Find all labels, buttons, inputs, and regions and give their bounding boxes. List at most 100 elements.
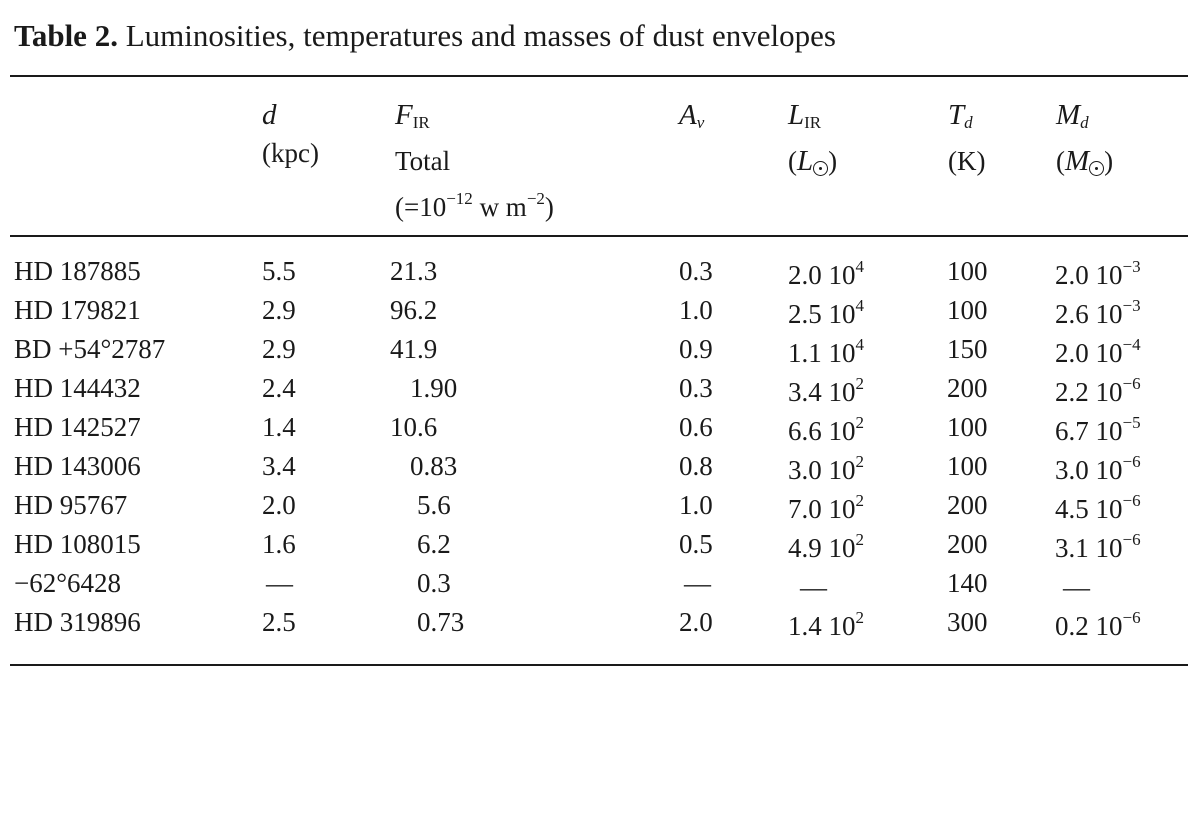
cell-md-mantissa: 6.7 10 bbox=[1055, 416, 1123, 446]
header-md-unit-pre: ( bbox=[1056, 146, 1065, 176]
cell-lir: 7.0 102 bbox=[788, 492, 864, 523]
cell-md: 2.0 10−4 bbox=[1055, 336, 1141, 367]
cell-md: 2.6 10−3 bbox=[1055, 297, 1141, 328]
cell-star: BD +54°2787 bbox=[14, 334, 166, 364]
cell-md-exponent: −6 bbox=[1122, 452, 1141, 471]
cell-md-mantissa: 0.2 10 bbox=[1055, 611, 1123, 641]
cell-lir-exponent: 2 bbox=[855, 374, 865, 393]
cell-td: 100 bbox=[947, 412, 988, 442]
header-lir-unit-symbol: L bbox=[797, 145, 814, 177]
cell-lir: — bbox=[800, 570, 827, 601]
cell-av: — bbox=[684, 568, 711, 598]
table-caption: Table 2. Luminosities, temperatures and … bbox=[14, 18, 836, 54]
header-av: Av bbox=[679, 96, 704, 142]
cell-lir: 1.1 104 bbox=[788, 336, 864, 367]
cell-lir-mantissa: 1.4 10 bbox=[788, 611, 856, 641]
cell-d: 2.5 bbox=[262, 607, 296, 637]
cell-av: 2.0 bbox=[679, 607, 713, 637]
cell-md-mantissa: 3.0 10 bbox=[1055, 455, 1123, 485]
top-rule bbox=[10, 75, 1188, 77]
header-fir-unit-post: ) bbox=[544, 192, 554, 222]
header-d-unit: (kpc) bbox=[262, 138, 319, 168]
cell-lir-exponent: 2 bbox=[855, 491, 865, 510]
cell-lir: 2.0 104 bbox=[788, 258, 864, 289]
cell-md-mantissa: 2.2 10 bbox=[1055, 377, 1123, 407]
header-fir-total: Total bbox=[395, 146, 451, 176]
cell-fir: 0.73 bbox=[417, 607, 465, 637]
cell-md: 2.0 10−3 bbox=[1055, 258, 1141, 289]
cell-lir-exponent: 4 bbox=[855, 296, 865, 315]
cell-td: 200 bbox=[947, 373, 988, 403]
cell-star: HD 179821 bbox=[14, 295, 141, 325]
cell-av: 0.3 bbox=[679, 373, 713, 403]
cell-md-exponent: −5 bbox=[1122, 413, 1141, 432]
cell-av: 1.0 bbox=[679, 490, 713, 520]
cell-d: 1.4 bbox=[262, 412, 296, 442]
cell-star: HD 95767 bbox=[14, 490, 128, 520]
table-title: Luminosities, temperatures and masses of… bbox=[125, 18, 836, 53]
cell-md: — bbox=[1063, 570, 1090, 601]
cell-md-exponent: −6 bbox=[1122, 530, 1141, 549]
header-md-unit-post: ) bbox=[1104, 146, 1114, 176]
table-label: Table 2. bbox=[14, 18, 118, 53]
cell-lir: 3.0 102 bbox=[788, 453, 864, 484]
cell-td: 150 bbox=[947, 334, 988, 364]
cell-md-exponent: −3 bbox=[1122, 296, 1141, 315]
cell-md-exponent: −6 bbox=[1122, 608, 1141, 627]
solar-symbol-icon bbox=[813, 161, 829, 176]
header-fir-unit-mid: w m bbox=[472, 192, 527, 222]
header-md-unit: (M) bbox=[1056, 142, 1113, 180]
cell-td: 100 bbox=[947, 295, 988, 325]
cell-md-mantissa: 2.0 10 bbox=[1055, 260, 1123, 290]
header-fir-sub: IR bbox=[412, 113, 430, 132]
header-fir-symbol: F bbox=[395, 99, 413, 131]
cell-lir-mantissa: 1.1 10 bbox=[788, 338, 856, 368]
header-lir-unit: (L) bbox=[788, 142, 837, 180]
cell-md: 6.7 10−5 bbox=[1055, 414, 1141, 445]
cell-lir-mantissa: 3.4 10 bbox=[788, 377, 856, 407]
cell-md-mantissa: 2.0 10 bbox=[1055, 338, 1123, 368]
header-lir: LIR (L) bbox=[788, 96, 837, 180]
cell-lir-mantissa: 3.0 10 bbox=[788, 455, 856, 485]
cell-td: 200 bbox=[947, 529, 988, 559]
cell-md-mantissa: — bbox=[1063, 572, 1090, 602]
cell-td: 100 bbox=[947, 256, 988, 286]
header-td-sub: d bbox=[964, 113, 973, 132]
cell-md-mantissa: 4.5 10 bbox=[1055, 494, 1123, 524]
cell-star: HD 108015 bbox=[14, 529, 141, 559]
cell-d: 3.4 bbox=[262, 451, 296, 481]
cell-av: 0.6 bbox=[679, 412, 713, 442]
cell-d: 1.6 bbox=[262, 529, 296, 559]
cell-td: 100 bbox=[947, 451, 988, 481]
cell-md-exponent: −4 bbox=[1122, 335, 1141, 354]
cell-star: HD 142527 bbox=[14, 412, 141, 442]
cell-td: 200 bbox=[947, 490, 988, 520]
cell-lir: 6.6 102 bbox=[788, 414, 864, 445]
header-td: Td (K) bbox=[948, 96, 985, 180]
cell-fir: 41.9 bbox=[390, 334, 438, 364]
cell-lir: 3.4 102 bbox=[788, 375, 864, 406]
cell-md-exponent: −3 bbox=[1122, 257, 1141, 276]
header-lir-unit-pre: ( bbox=[788, 146, 797, 176]
cell-d: 5.5 bbox=[262, 256, 296, 286]
solar-symbol-icon bbox=[1089, 161, 1105, 176]
cell-lir-mantissa: 2.0 10 bbox=[788, 260, 856, 290]
cell-md: 3.0 10−6 bbox=[1055, 453, 1141, 484]
cell-star: HD 144432 bbox=[14, 373, 141, 403]
cell-md: 4.5 10−6 bbox=[1055, 492, 1141, 523]
cell-md-mantissa: 3.1 10 bbox=[1055, 533, 1123, 563]
cell-lir: 1.4 102 bbox=[788, 609, 864, 640]
cell-av: 0.5 bbox=[679, 529, 713, 559]
header-fir: FIR Total (=10−12 w m−2) bbox=[395, 96, 554, 226]
cell-md-exponent: −6 bbox=[1122, 374, 1141, 393]
header-d: d (kpc) bbox=[262, 96, 319, 172]
cell-fir: 5.6 bbox=[417, 490, 451, 520]
header-td-unit: (K) bbox=[948, 146, 986, 176]
cell-lir: 2.5 104 bbox=[788, 297, 864, 328]
cell-fir: 0.83 bbox=[410, 451, 458, 481]
cell-lir-mantissa: 6.6 10 bbox=[788, 416, 856, 446]
header-d-symbol: d bbox=[262, 99, 277, 131]
cell-d: 2.9 bbox=[262, 334, 296, 364]
cell-fir: 10.6 bbox=[390, 412, 438, 442]
cell-star: HD 319896 bbox=[14, 607, 141, 637]
